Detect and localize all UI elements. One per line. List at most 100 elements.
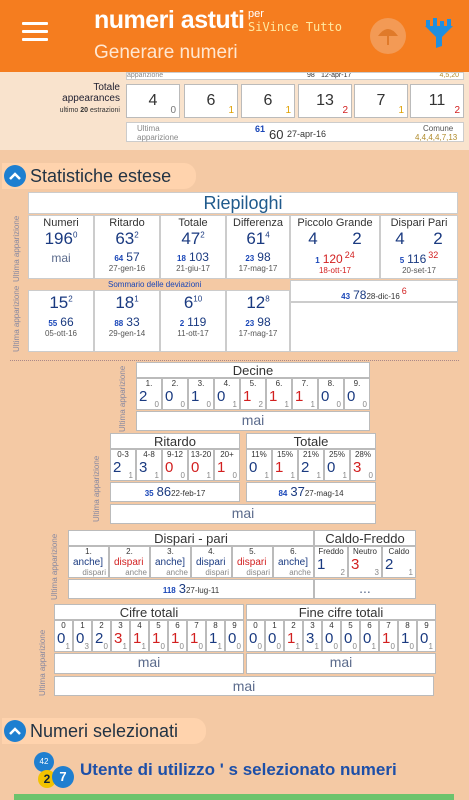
digit-head: 28% bbox=[354, 450, 371, 459]
digit-sub: dispari bbox=[82, 568, 106, 577]
chevron-up-icon[interactable] bbox=[4, 165, 26, 187]
digit-sub: 2 bbox=[340, 568, 345, 577]
riep2-main: 12 bbox=[246, 293, 266, 312]
digit-cell: 11% 0 1 bbox=[246, 449, 272, 481]
ultima-label: Ultima apparizione bbox=[137, 124, 179, 142]
digit-value: 0 bbox=[327, 459, 336, 476]
digit-head: 4 bbox=[137, 621, 142, 630]
digit-sub: 0 bbox=[257, 642, 262, 651]
digit-cell: 13-20 0 1 bbox=[188, 449, 214, 481]
riep2-empty bbox=[290, 302, 458, 352]
riep-line: 5 116 32 bbox=[381, 250, 457, 266]
riep2-sup: 10 bbox=[193, 294, 203, 304]
digit-value: 0 bbox=[325, 630, 334, 647]
green-bar[interactable] bbox=[14, 794, 454, 800]
riep-b: 120 bbox=[322, 252, 343, 266]
riep2-cell: 152 55 66 05-ott-16 bbox=[28, 290, 94, 352]
digit-head: Freddo bbox=[318, 547, 344, 556]
digit-value: 0 bbox=[321, 388, 330, 405]
digit-head: 6. bbox=[290, 547, 297, 556]
digit-value: 1 bbox=[317, 556, 326, 573]
digit-head: 7 bbox=[194, 621, 199, 630]
digit-sub: 1 bbox=[314, 642, 319, 651]
count-value: 4 bbox=[148, 92, 158, 109]
digit-value: 1 bbox=[269, 388, 278, 405]
digit-sub: 1 bbox=[342, 471, 347, 480]
funnel-icon[interactable] bbox=[422, 18, 456, 52]
rt-vlabel: Ultima apparizione bbox=[92, 455, 101, 522]
sommario-label: Sommario delle deviazioni bbox=[108, 280, 202, 289]
digit-value: 3 bbox=[353, 459, 362, 476]
digit-head: 5 bbox=[348, 621, 353, 630]
riep-header: Dispari Pari bbox=[390, 217, 448, 229]
section-numeri-selezionati[interactable]: Numeri selezionati bbox=[2, 718, 206, 744]
digit-sub: 1 bbox=[428, 642, 433, 651]
pair-left: 4 bbox=[395, 229, 405, 248]
riep2-b: 119 bbox=[187, 315, 207, 329]
riep2-value: 181 bbox=[95, 293, 159, 313]
digit-value: 0 bbox=[228, 630, 237, 647]
riep-header: Differenza bbox=[233, 217, 283, 229]
pair-right: 2 bbox=[433, 229, 443, 248]
riep-sup: 2 bbox=[134, 230, 139, 240]
digit-head: 6 bbox=[175, 621, 180, 630]
foot-date: 22-feb-17 bbox=[171, 489, 206, 498]
digit-head: 8. bbox=[327, 379, 335, 388]
digit-head: 3 bbox=[310, 621, 315, 630]
utente-label: Utente di utilizzo ' s selezionato numer… bbox=[80, 760, 397, 779]
riepiloghi-vlabel: Ultima apparizione bbox=[12, 215, 21, 282]
foot-b: 86 bbox=[156, 484, 172, 499]
riep2-value: 128 bbox=[227, 293, 289, 313]
riep-date: 18-ott-17 bbox=[318, 266, 352, 275]
digit-head: Caldo bbox=[388, 547, 410, 556]
riep-value: 472 bbox=[161, 229, 225, 249]
digit-value: 1 bbox=[191, 388, 200, 405]
block-title: Totale bbox=[246, 433, 376, 449]
riep-value: 1960 bbox=[29, 229, 93, 249]
digit-sub: 0 bbox=[103, 642, 108, 651]
bottom-vlabel: Ultima apparizione bbox=[38, 629, 47, 696]
riep-b: 98 bbox=[257, 250, 271, 264]
comune-label: Comune bbox=[423, 124, 454, 133]
digit-cell: 21% 2 1 bbox=[298, 449, 324, 481]
riep-cell: Ritardo 632 64 57 27-gen-16 bbox=[94, 215, 160, 279]
riep2-a: 88 bbox=[114, 319, 124, 328]
digit-cell: 9. 0 0 bbox=[344, 378, 370, 410]
digit-cell: Freddo 1 2 bbox=[314, 546, 348, 578]
digit-head: 9-12 bbox=[166, 450, 183, 459]
riep-line: 1 120 24 bbox=[291, 250, 379, 266]
riep-sub: mai bbox=[51, 251, 71, 265]
totale-foot: 84 3727-mag-14 bbox=[246, 482, 376, 502]
section-statistiche-estese[interactable]: Statistiche estese bbox=[2, 163, 196, 189]
top-summary-card: apparizione 98 12-apr-17 4,5,20 Totale a… bbox=[0, 72, 469, 150]
digit-head: 11% bbox=[251, 450, 267, 459]
digit-cell: 6. anche] anche bbox=[273, 546, 314, 578]
ultima-value: 60 bbox=[269, 127, 284, 142]
digit-sub: 0 bbox=[333, 642, 338, 651]
digit-cell: 6. 1 1 bbox=[266, 378, 292, 410]
digit-head: 9 bbox=[424, 621, 429, 630]
riep2-line: 88 33 bbox=[95, 315, 159, 329]
digit-sub: dispari bbox=[205, 568, 229, 577]
digit-cell: 4-8 3 1 bbox=[136, 449, 162, 481]
digit-sub: 0 bbox=[179, 642, 184, 651]
digit-head: 3. bbox=[197, 379, 205, 388]
digit-cell: 4. 0 1 bbox=[214, 378, 240, 410]
digit-cell: 28% 3 0 bbox=[350, 449, 376, 481]
menu-icon[interactable] bbox=[22, 22, 48, 42]
digit-cell: 5. 1 2 bbox=[240, 378, 266, 410]
dispari-foot: 118 327-lug-11 bbox=[68, 579, 314, 599]
digit-value: 0 bbox=[191, 459, 200, 476]
chevron-up-icon[interactable] bbox=[4, 720, 26, 742]
digit-value: 1 bbox=[171, 630, 180, 647]
umbrella-icon[interactable] bbox=[370, 18, 406, 54]
digit-head: 5. bbox=[249, 379, 257, 388]
digit-value: 1 bbox=[209, 630, 218, 647]
count-cell: 13 2 bbox=[298, 84, 352, 118]
